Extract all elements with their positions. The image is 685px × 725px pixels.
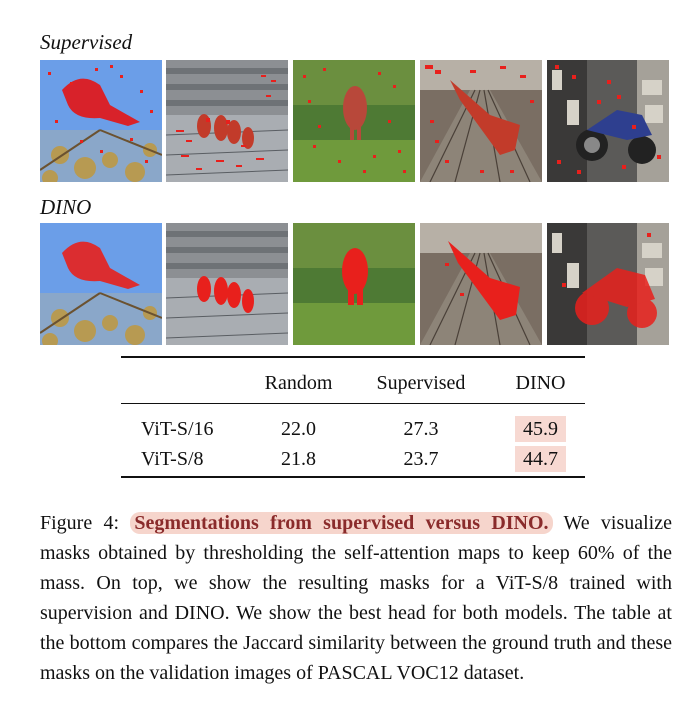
cell-dino: 44.7	[496, 443, 585, 478]
cell-supervised: 27.3	[403, 418, 439, 440]
table-row: ViT-S/16 22.0 27.3 45.9	[121, 403, 585, 444]
figure-caption: Figure 4: Segmentations from supervised …	[40, 508, 672, 688]
table-header-row: Random Supervised DINO	[121, 356, 585, 404]
row-name: ViT-S/16	[141, 418, 214, 440]
cell-dino-value: 44.7	[515, 446, 566, 472]
supervised-train-image	[420, 60, 542, 182]
results-table: Random Supervised DINO ViT-S/16 22.0 27.…	[121, 356, 585, 478]
row-name: ViT-S/8	[121, 443, 251, 478]
supervised-bird-image	[40, 60, 162, 182]
caption-prefix: Figure 4:	[40, 512, 120, 534]
cell-random: 22.0	[281, 418, 316, 440]
cell-dino: 45.9	[496, 403, 585, 444]
table-header-supervised: Supervised	[346, 356, 496, 404]
dino-train-image	[420, 223, 542, 345]
caption-bold-title: Segmentations from supervised versus DIN…	[130, 512, 553, 534]
cell-random: 21.8	[251, 443, 346, 478]
supervised-ducks-image	[166, 60, 288, 182]
table-header-dino: DINO	[496, 356, 585, 404]
supervised-elephant-image	[293, 60, 415, 182]
dino-elephant-image	[293, 223, 415, 345]
supervised-motorcycle-image	[547, 60, 669, 182]
table-header-empty	[121, 356, 251, 404]
dino-row-label: DINO	[40, 195, 92, 219]
cell-dino-value: 45.9	[515, 416, 566, 442]
dino-motorcycle-image	[547, 223, 669, 345]
dino-bird-image	[40, 223, 162, 345]
caption-body: We visualize masks obtained by threshold…	[40, 512, 672, 684]
supervised-row-label: Supervised	[40, 30, 133, 54]
table-header-random: Random	[251, 356, 346, 404]
cell-supervised: 23.7	[346, 443, 496, 478]
table-row: ViT-S/8 21.8 23.7 44.7	[121, 443, 585, 478]
dino-ducks-image	[166, 223, 288, 345]
